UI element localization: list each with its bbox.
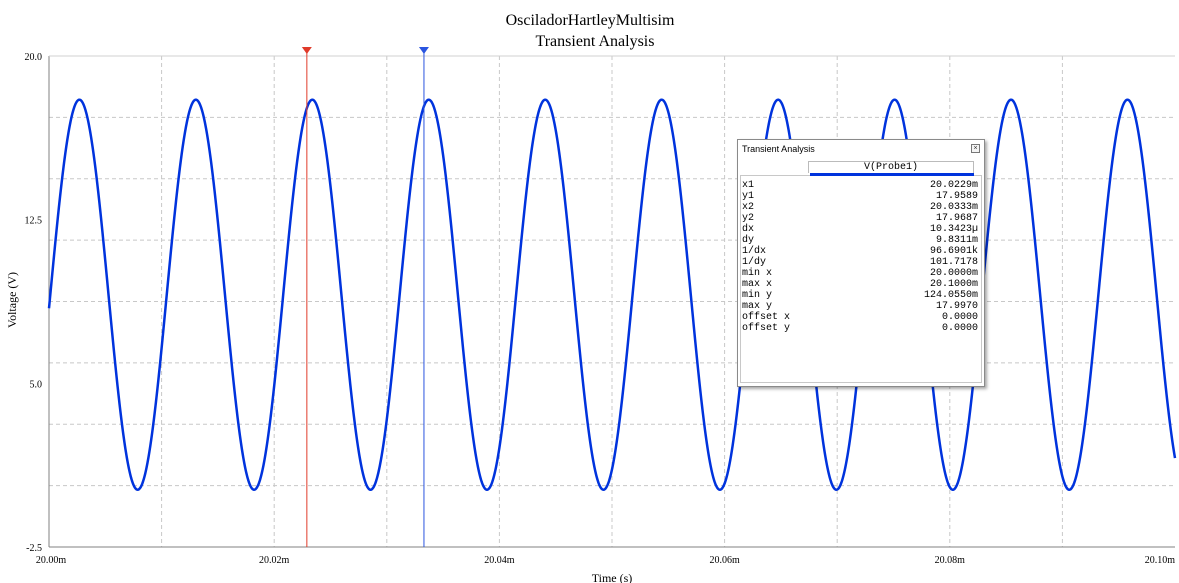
panel-row: dy 9.8311m xyxy=(742,235,978,246)
panel-row: max y 17.9970 xyxy=(742,301,978,312)
panel-row: 1/dx 96.6901k xyxy=(742,246,978,257)
x-tick-label: 20.02m xyxy=(259,555,290,566)
x-tick-label: 20.10m xyxy=(1145,555,1176,566)
panel-row-label: dx xyxy=(742,224,755,235)
chart-title: OsciladorHartleyMultisim xyxy=(506,12,675,29)
panel-row-value: 101.7178 xyxy=(929,257,978,268)
x-tick-label: 20.00m xyxy=(36,555,67,566)
cursor-2-handle-icon[interactable] xyxy=(418,47,429,54)
panel-row: 1/dy 101.7178 xyxy=(742,257,978,268)
panel-title: Transient Analysis xyxy=(742,144,815,154)
panel-row-value: 10.3423µ xyxy=(929,224,978,235)
panel-row-value: 9.8311m xyxy=(935,235,978,246)
panel-row: max x 20.1000m xyxy=(742,279,978,290)
panel-row-label: y2 xyxy=(742,213,755,224)
panel-row-value: 96.6901k xyxy=(929,246,978,257)
panel-row-value: 20.0229m xyxy=(929,180,978,191)
cursor-readout-panel[interactable]: Transient Analysis × V(Probe1) x1 20.0229… xyxy=(737,139,985,387)
panel-row-label: 1/dy xyxy=(742,257,767,268)
cursor-1-handle-icon[interactable] xyxy=(301,47,312,54)
panel-row-label: offset x xyxy=(742,312,791,323)
panel-row-label: dy xyxy=(742,235,755,246)
panel-row: min x 20.0000m xyxy=(742,268,978,279)
chart-subtitle: Transient Analysis xyxy=(536,33,655,50)
panel-series-swatch xyxy=(810,173,974,176)
x-tick-label: 20.04m xyxy=(484,555,515,566)
y-tick-label: 20.0 xyxy=(25,52,43,63)
panel-row-label: max x xyxy=(742,279,773,290)
panel-row-label: x2 xyxy=(742,202,755,213)
panel-row-value: 0.0000 xyxy=(941,323,978,334)
panel-row-label: min x xyxy=(742,268,773,279)
panel-row-value: 20.0333m xyxy=(929,202,978,213)
panel-row: x2 20.0333m xyxy=(742,202,978,213)
panel-row: x1 20.0229m xyxy=(742,180,978,191)
panel-row-label: 1/dx xyxy=(742,246,767,257)
panel-row: y1 17.9589 xyxy=(742,191,978,202)
panel-column-header: V(Probe1) xyxy=(808,161,974,173)
series-v-probe1-line xyxy=(47,98,1177,492)
panel-row-value: 17.9687 xyxy=(935,213,978,224)
panel-row-value: 20.1000m xyxy=(929,279,978,290)
panel-titlebar[interactable]: Transient Analysis × xyxy=(738,140,984,157)
y-tick-label: 5.0 xyxy=(30,379,43,390)
panel-row: offset x 0.0000 xyxy=(742,312,978,323)
panel-row-label: max y xyxy=(742,301,773,312)
panel-row: offset y 0.0000 xyxy=(742,323,978,334)
panel-row: min y 124.0550m xyxy=(742,290,978,301)
y-axis-label: Voltage (V) xyxy=(5,272,19,328)
x-tick-label: 20.08m xyxy=(935,555,966,566)
panel-row-value: 17.9589 xyxy=(935,191,978,202)
close-icon[interactable]: × xyxy=(971,144,980,153)
panel-row-value: 20.0000m xyxy=(929,268,978,279)
panel-row-label: offset y xyxy=(742,323,791,334)
panel-row-value: 17.9970 xyxy=(935,301,978,312)
panel-row-label: min y xyxy=(742,290,773,301)
y-tick-label: -2.5 xyxy=(26,543,42,554)
panel-rows: x1 20.0229m y1 17.9589 x2 20.0333m y2 17.9687 dx… xyxy=(742,180,978,334)
panel-row-value: 124.0550m xyxy=(923,290,978,301)
x-tick-label: 20.06m xyxy=(709,555,740,566)
panel-row: dx 10.3423µ xyxy=(742,224,978,235)
panel-row-label: x1 xyxy=(742,180,755,191)
panel-row: y2 17.9687 xyxy=(742,213,978,224)
x-axis-label: Time (s) xyxy=(592,571,633,583)
panel-row-label: y1 xyxy=(742,191,755,202)
y-tick-label: 12.5 xyxy=(25,216,43,227)
panel-row-value: 0.0000 xyxy=(941,312,978,323)
